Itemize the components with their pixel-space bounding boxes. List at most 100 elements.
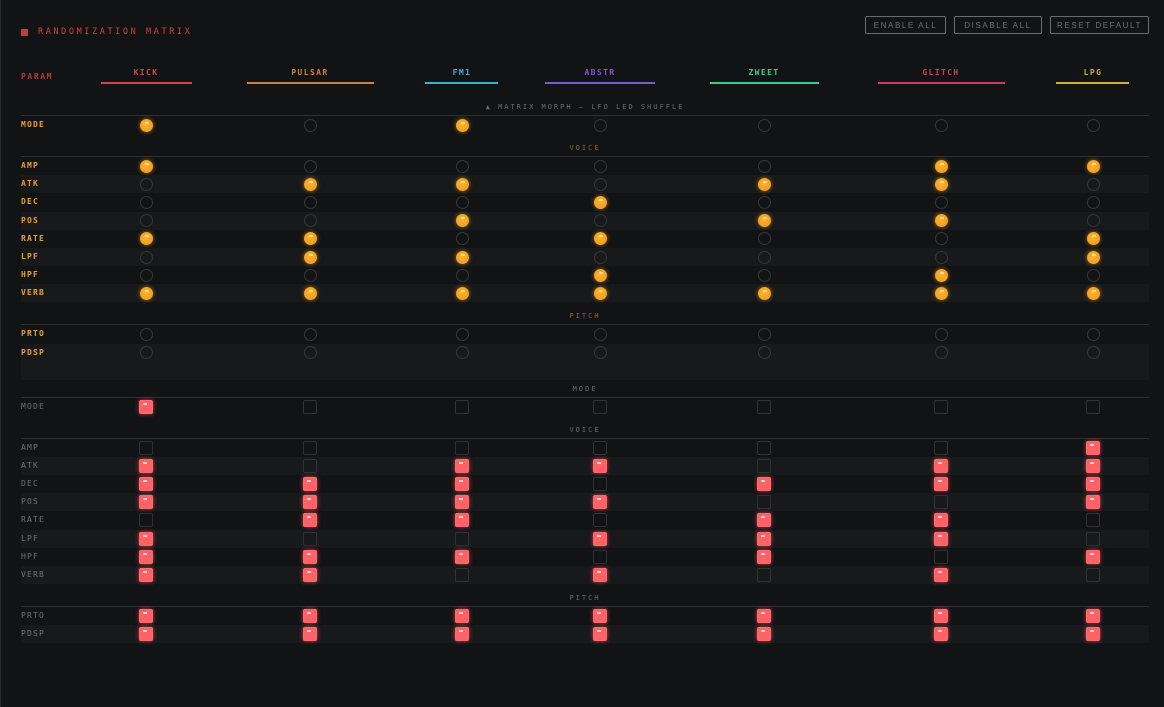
pad-toggle-abstr[interactable] bbox=[593, 477, 607, 491]
led-toggle-kick[interactable] bbox=[139, 159, 153, 173]
disable-all-button[interactable]: DISABLE ALL bbox=[954, 16, 1042, 34]
led-toggle-kick[interactable] bbox=[139, 346, 153, 360]
led-toggle-lpg[interactable] bbox=[1086, 286, 1100, 300]
pad-toggle-fm1[interactable] bbox=[455, 399, 469, 414]
pad-toggle-lpg[interactable] bbox=[1086, 477, 1100, 491]
led-toggle-lpg[interactable] bbox=[1086, 250, 1100, 264]
pad-toggle-pulsar[interactable] bbox=[303, 477, 317, 491]
led-toggle-zweet[interactable] bbox=[757, 195, 771, 209]
pad-toggle-pulsar[interactable] bbox=[303, 495, 317, 510]
led-toggle-glitch[interactable] bbox=[934, 268, 948, 282]
pad-toggle-fm1[interactable] bbox=[455, 549, 469, 564]
pad-toggle-kick[interactable] bbox=[139, 399, 153, 414]
pad-toggle-kick[interactable] bbox=[139, 609, 153, 623]
led-toggle-glitch[interactable] bbox=[934, 214, 948, 228]
led-toggle-abstr[interactable] bbox=[593, 214, 607, 228]
pad-toggle-lpg[interactable] bbox=[1086, 549, 1100, 564]
pad-toggle-abstr[interactable] bbox=[593, 627, 607, 642]
led-toggle-lpg[interactable] bbox=[1086, 327, 1100, 341]
pad-toggle-kick[interactable] bbox=[139, 495, 153, 510]
led-toggle-fm1[interactable] bbox=[455, 250, 469, 264]
led-toggle-pulsar[interactable] bbox=[303, 232, 317, 246]
pad-toggle-glitch[interactable] bbox=[934, 440, 948, 455]
pad-toggle-glitch[interactable] bbox=[934, 495, 948, 510]
led-toggle-abstr[interactable] bbox=[593, 159, 607, 173]
pad-toggle-kick[interactable] bbox=[139, 440, 153, 455]
pad-toggle-kick[interactable] bbox=[139, 627, 153, 642]
led-toggle-pulsar[interactable] bbox=[303, 286, 317, 300]
enable-all-button[interactable]: ENABLE ALL bbox=[865, 16, 946, 34]
led-toggle-kick[interactable] bbox=[139, 268, 153, 282]
led-toggle-fm1[interactable] bbox=[455, 177, 469, 191]
led-toggle-zweet[interactable] bbox=[757, 177, 771, 191]
pad-toggle-abstr[interactable] bbox=[593, 458, 607, 473]
led-toggle-abstr[interactable] bbox=[593, 327, 607, 341]
pad-toggle-glitch[interactable] bbox=[934, 513, 948, 528]
pad-toggle-kick[interactable] bbox=[139, 531, 153, 546]
pad-toggle-kick[interactable] bbox=[139, 458, 153, 473]
pad-toggle-lpg[interactable] bbox=[1086, 531, 1100, 546]
led-toggle-glitch[interactable] bbox=[934, 346, 948, 360]
pad-toggle-glitch[interactable] bbox=[934, 531, 948, 546]
pad-toggle-zweet[interactable] bbox=[757, 440, 771, 455]
led-toggle-glitch[interactable] bbox=[934, 250, 948, 264]
pad-toggle-lpg[interactable] bbox=[1086, 495, 1100, 510]
led-toggle-glitch[interactable] bbox=[934, 159, 948, 173]
pad-toggle-zweet[interactable] bbox=[757, 477, 771, 491]
led-toggle-pulsar[interactable] bbox=[303, 177, 317, 191]
led-toggle-abstr[interactable] bbox=[593, 177, 607, 191]
led-toggle-glitch[interactable] bbox=[934, 118, 948, 132]
led-toggle-pulsar[interactable] bbox=[303, 327, 317, 341]
led-toggle-lpg[interactable] bbox=[1086, 195, 1100, 209]
pad-toggle-abstr[interactable] bbox=[593, 549, 607, 564]
pad-toggle-glitch[interactable] bbox=[934, 549, 948, 564]
pad-toggle-glitch[interactable] bbox=[934, 458, 948, 473]
pad-toggle-pulsar[interactable] bbox=[303, 568, 317, 582]
pad-toggle-kick[interactable] bbox=[139, 513, 153, 528]
pad-toggle-zweet[interactable] bbox=[757, 399, 771, 414]
led-toggle-pulsar[interactable] bbox=[303, 250, 317, 264]
led-toggle-lpg[interactable] bbox=[1086, 214, 1100, 228]
led-toggle-pulsar[interactable] bbox=[303, 268, 317, 282]
pad-toggle-pulsar[interactable] bbox=[303, 549, 317, 564]
led-toggle-zweet[interactable] bbox=[757, 327, 771, 341]
pad-toggle-fm1[interactable] bbox=[455, 477, 469, 491]
led-toggle-lpg[interactable] bbox=[1086, 159, 1100, 173]
pad-toggle-zweet[interactable] bbox=[757, 549, 771, 564]
pad-toggle-kick[interactable] bbox=[139, 568, 153, 582]
led-toggle-abstr[interactable] bbox=[593, 250, 607, 264]
pad-toggle-abstr[interactable] bbox=[593, 399, 607, 414]
pad-toggle-glitch[interactable] bbox=[934, 609, 948, 623]
pad-toggle-pulsar[interactable] bbox=[303, 440, 317, 455]
led-toggle-fm1[interactable] bbox=[455, 118, 469, 132]
led-toggle-zweet[interactable] bbox=[757, 268, 771, 282]
led-toggle-lpg[interactable] bbox=[1086, 177, 1100, 191]
pad-toggle-zweet[interactable] bbox=[757, 495, 771, 510]
pad-toggle-fm1[interactable] bbox=[455, 627, 469, 642]
led-toggle-lpg[interactable] bbox=[1086, 232, 1100, 246]
led-toggle-kick[interactable] bbox=[139, 118, 153, 132]
pad-toggle-fm1[interactable] bbox=[455, 513, 469, 528]
led-toggle-glitch[interactable] bbox=[934, 232, 948, 246]
led-toggle-fm1[interactable] bbox=[455, 214, 469, 228]
pad-toggle-abstr[interactable] bbox=[593, 531, 607, 546]
pad-toggle-glitch[interactable] bbox=[934, 477, 948, 491]
led-toggle-pulsar[interactable] bbox=[303, 346, 317, 360]
pad-toggle-pulsar[interactable] bbox=[303, 627, 317, 642]
pad-toggle-zweet[interactable] bbox=[757, 627, 771, 642]
led-toggle-fm1[interactable] bbox=[455, 232, 469, 246]
led-toggle-pulsar[interactable] bbox=[303, 159, 317, 173]
led-toggle-abstr[interactable] bbox=[593, 268, 607, 282]
led-toggle-kick[interactable] bbox=[139, 195, 153, 209]
led-toggle-zweet[interactable] bbox=[757, 159, 771, 173]
led-toggle-fm1[interactable] bbox=[455, 346, 469, 360]
led-toggle-abstr[interactable] bbox=[593, 232, 607, 246]
led-toggle-zweet[interactable] bbox=[757, 286, 771, 300]
pad-toggle-kick[interactable] bbox=[139, 477, 153, 491]
pad-toggle-lpg[interactable] bbox=[1086, 568, 1100, 582]
led-toggle-kick[interactable] bbox=[139, 286, 153, 300]
led-toggle-abstr[interactable] bbox=[593, 346, 607, 360]
led-toggle-abstr[interactable] bbox=[593, 118, 607, 132]
led-toggle-lpg[interactable] bbox=[1086, 268, 1100, 282]
pad-toggle-zweet[interactable] bbox=[757, 458, 771, 473]
